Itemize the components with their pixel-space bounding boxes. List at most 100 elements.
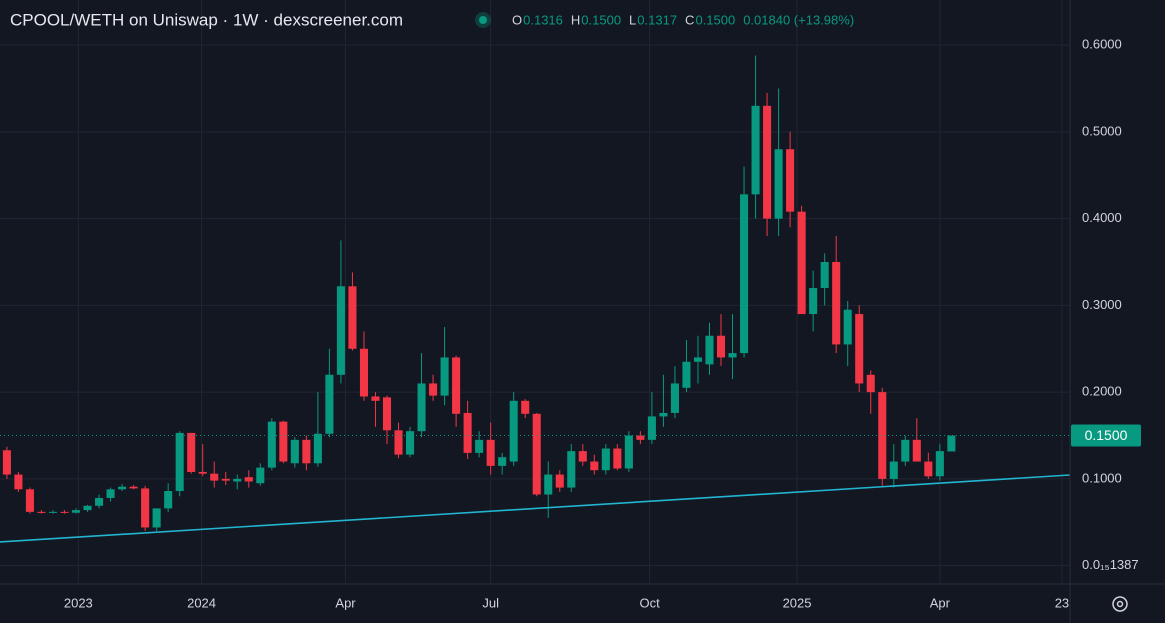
legend-value: 0.1317 xyxy=(637,12,677,27)
candle-body xyxy=(682,361,691,388)
candle-body xyxy=(912,439,921,462)
candle-body xyxy=(290,439,299,464)
candle-body xyxy=(60,511,69,513)
candle-body xyxy=(221,478,230,481)
candle-body xyxy=(866,374,875,393)
candle-body xyxy=(947,435,956,452)
candle-body xyxy=(313,433,322,464)
x-tick-label: 2025 xyxy=(783,595,812,610)
candle-body xyxy=(774,149,783,219)
candle-body xyxy=(567,451,576,488)
plot xyxy=(0,55,1071,543)
candle-body xyxy=(624,435,633,469)
x-tick-label: Oct xyxy=(639,595,660,610)
candle-body xyxy=(820,262,829,289)
gear-center[interactable] xyxy=(1116,600,1124,608)
candle-body xyxy=(244,477,253,482)
header: CPOOL/WETH on Uniswap · 1W · dexscreener… xyxy=(10,10,854,29)
candle-body xyxy=(452,357,461,414)
candle-body xyxy=(509,400,518,462)
last-price-box xyxy=(1071,424,1141,447)
candle-body xyxy=(809,288,818,315)
x-tick-label: Apr xyxy=(335,595,356,610)
candle-body xyxy=(359,348,368,397)
candle-body xyxy=(590,461,599,471)
x-tick-label: 2024 xyxy=(187,595,216,610)
candle-body xyxy=(601,448,610,471)
candle-body xyxy=(498,457,507,466)
candle-body xyxy=(901,439,910,462)
candle-body xyxy=(728,353,737,358)
candle-body xyxy=(486,439,495,466)
candle-body xyxy=(751,105,760,195)
legend-key: O xyxy=(512,12,522,27)
candle-body xyxy=(855,314,864,384)
candle-body xyxy=(302,439,311,464)
candle-body xyxy=(198,471,207,474)
candle-body xyxy=(647,416,656,440)
candle-body xyxy=(187,432,196,472)
candle-body xyxy=(878,392,887,479)
legend-value: 0.1500 xyxy=(581,12,621,27)
candle-body xyxy=(555,474,564,488)
legend-value: 0.1316 xyxy=(523,12,563,27)
candle-body xyxy=(705,335,714,365)
candle-body xyxy=(475,439,484,453)
candle-body xyxy=(14,474,23,490)
candle-body xyxy=(532,413,541,495)
candle-body xyxy=(924,461,933,477)
legend-key: H xyxy=(571,12,580,27)
candle-body xyxy=(417,383,426,432)
legend-value: 0.1500 xyxy=(695,12,735,27)
trendline xyxy=(0,474,1071,543)
candle-body xyxy=(83,505,92,511)
candle-body xyxy=(578,451,587,462)
candle-body xyxy=(325,374,334,434)
last-price-label: 0.1500 xyxy=(1085,427,1128,443)
candle-body xyxy=(406,431,415,455)
candle-body xyxy=(106,489,115,498)
candle-body xyxy=(348,286,357,349)
candle-body xyxy=(521,400,530,414)
candle-body xyxy=(175,432,184,492)
candle-body xyxy=(141,488,150,528)
legend-key: C xyxy=(685,12,694,27)
gear-ring[interactable] xyxy=(1112,596,1128,612)
candle-body xyxy=(152,508,161,528)
candle-body xyxy=(659,412,668,417)
candle-body xyxy=(48,511,58,513)
candle-body xyxy=(210,473,219,481)
x-tick-label: 2023 xyxy=(64,595,93,610)
candle-body xyxy=(797,211,806,315)
candle-body xyxy=(279,421,288,462)
legend-change: 0.01840 (+13.98%) xyxy=(743,12,854,27)
candle-body xyxy=(382,397,392,431)
candle-body xyxy=(843,309,852,345)
candle-body xyxy=(336,286,345,375)
candle-body xyxy=(636,435,645,440)
axes: 0.6000 0.5000 0.4000 0.3000 0.2000 0.1000 0.0₁… xyxy=(64,37,1141,610)
candle-body xyxy=(37,511,46,513)
candle-body xyxy=(832,262,841,345)
y-tick-label: 0.4000 xyxy=(1082,210,1122,225)
legend-key: L xyxy=(629,12,636,27)
candle-body xyxy=(693,357,703,362)
y-tick-label: 0.3000 xyxy=(1082,297,1122,312)
candle-body xyxy=(129,486,138,489)
candle-body xyxy=(670,383,679,413)
settings-icon[interactable] xyxy=(1112,596,1128,612)
candle-body xyxy=(786,149,795,212)
y-tick-label: 0.0₁₅1387 xyxy=(1082,557,1139,572)
candle-body xyxy=(233,478,242,482)
candle-body xyxy=(394,430,403,455)
candle-body xyxy=(429,383,438,396)
candle-body xyxy=(95,497,104,506)
y-tick-label: 0.1000 xyxy=(1082,470,1122,485)
x-tick-label: 23 xyxy=(1055,595,1069,610)
candle-body xyxy=(256,467,265,484)
candle-body xyxy=(544,474,553,495)
candle-body xyxy=(371,396,380,401)
candle-body xyxy=(763,105,772,219)
